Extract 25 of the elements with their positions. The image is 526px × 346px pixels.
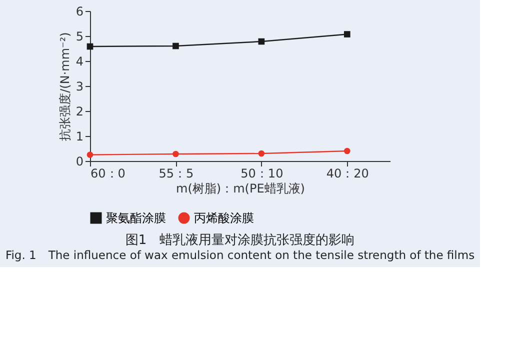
- y-axis-title: 抗张强度/(N·mm⁻²): [58, 32, 72, 141]
- y-tick-label: 0: [76, 154, 84, 168]
- point: [172, 150, 179, 158]
- point: [86, 43, 94, 50]
- y-tick-label: 4: [76, 54, 84, 68]
- point: [344, 148, 350, 154]
- point: [86, 152, 94, 158]
- legend-label: 聚氨酯涂膜: [106, 211, 166, 225]
- y-tick-label: 6: [76, 4, 84, 18]
- legend-label: 丙烯酸涂膜: [194, 211, 254, 225]
- text: 图1 蜡乳液用量对涂膜抗张强度的影响: [125, 232, 355, 248]
- y-tick-label: 3: [76, 80, 84, 94]
- x-axis-title: m(树脂)：m(PE蜡乳液): [176, 182, 305, 196]
- y-tick-label: 1: [76, 130, 84, 144]
- text: Fig. 1 The influence of wax emulsion content on the tensile strength of the films: [5, 248, 475, 262]
- y-tick-label: 2: [76, 104, 84, 118]
- point: [258, 150, 265, 157]
- x-tick-label: 60：0: [90, 166, 126, 180]
- point: [258, 38, 265, 45]
- point: [172, 42, 179, 50]
- y-tick-label: 5: [76, 30, 84, 44]
- x-tick-label: 40：20: [326, 166, 369, 180]
- x-tick-label: 55：5: [158, 166, 194, 180]
- point: [344, 31, 350, 38]
- x-tick-label: 50：10: [240, 166, 284, 180]
